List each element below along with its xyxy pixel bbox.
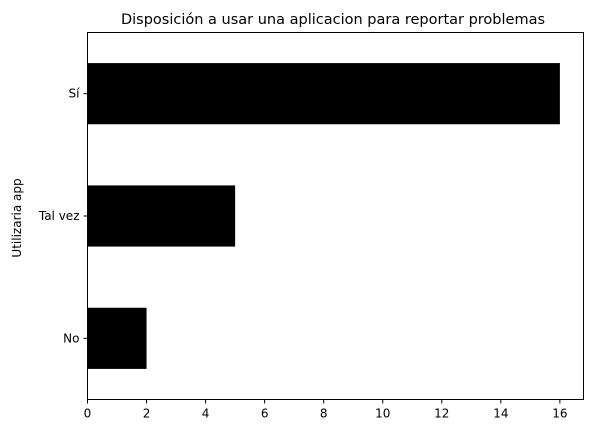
bar-no — [87, 307, 147, 369]
y-tick-label: Sí — [69, 87, 81, 101]
x-tick-label: 10 — [375, 407, 390, 421]
x-tick-label: 8 — [320, 407, 328, 421]
x-tick-label: 14 — [493, 407, 508, 421]
x-tick-label: 0 — [84, 407, 92, 421]
bars-group — [87, 63, 560, 369]
y-tick-label: No — [63, 331, 79, 345]
bar-tal-vez — [87, 185, 236, 247]
y-axis-ticks: No Tal vez Sí — [38, 87, 88, 345]
x-axis-ticks: 0 2 4 6 8 10 12 14 16 — [84, 399, 568, 421]
plot-frame — [87, 32, 584, 400]
y-axis-label: Utilizaria app — [10, 178, 24, 257]
x-tick-label: 2 — [143, 407, 151, 421]
x-tick-label: 16 — [552, 407, 567, 421]
x-tick-label: 4 — [202, 407, 210, 421]
y-tick-label: Tal vez — [38, 209, 80, 223]
chart-title: Disposición a usar una aplicacion para r… — [121, 12, 545, 28]
x-tick-label: 6 — [261, 407, 269, 421]
bar-sí — [87, 63, 560, 125]
x-tick-label: 12 — [434, 407, 449, 421]
